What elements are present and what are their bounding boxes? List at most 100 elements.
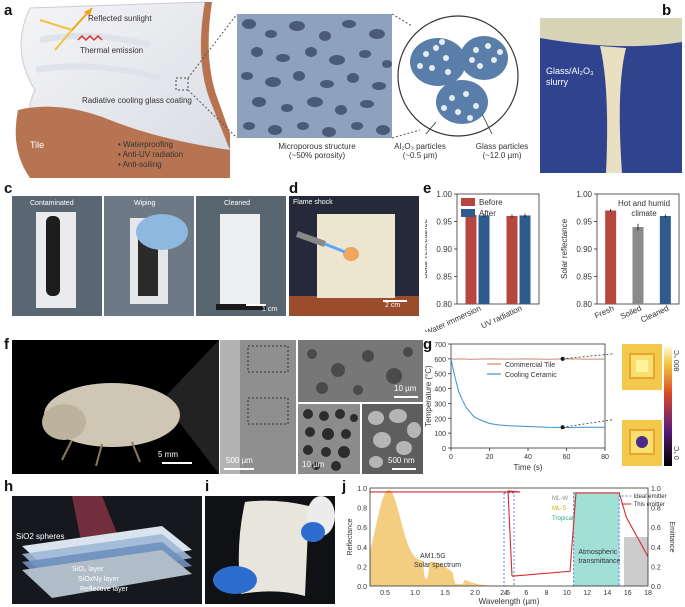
j-atmospheric-window-area <box>573 492 620 586</box>
flame-shock-label: Flame shock <box>293 199 333 206</box>
panel-letter-h: h <box>4 478 14 495</box>
j-left-ytick-label: 0.8 <box>357 506 367 513</box>
g-xlabel: Time (s) <box>513 463 542 472</box>
j-xtick-label-left: 1.0 <box>410 590 420 597</box>
microporous-label: Microporous structure (~50% porosity) <box>278 142 356 160</box>
e-right-ytick-label: 0.95 <box>576 218 592 227</box>
panel-a: Reflected sunlight Thermal emission Radi… <box>0 0 555 178</box>
al2o3-particles-label: Al₂O₃ particles (~0.5 µm) <box>394 142 446 160</box>
scale-label-f2: 500 µm <box>226 456 253 465</box>
scale-label-f4: 10 µm <box>302 460 325 469</box>
scale-bar-f1 <box>162 462 192 464</box>
e-right-title-line1: Hot and humid <box>618 199 670 208</box>
panel-f-sem-pores: 10 µm <box>298 404 360 474</box>
g-ytick-label: 700 <box>434 342 446 349</box>
e-left-ytick-label: 0.90 <box>436 245 452 254</box>
wiping-label: Wiping <box>134 200 156 207</box>
scale-bar-d <box>383 300 407 302</box>
panel-g-thermal-commercial <box>622 344 662 390</box>
e-right-ylabel: Solar reflectance <box>560 218 569 279</box>
j-gray-area <box>624 537 648 586</box>
e-left-legend-label: After <box>479 209 496 218</box>
thermal-emission-label: Thermal emission <box>80 46 144 55</box>
panel-letter-i: i <box>205 478 210 495</box>
e-right-ytick-label: 0.80 <box>576 300 592 309</box>
contaminated-label: Contaminated <box>30 200 74 207</box>
panel-letter-j: j <box>342 478 347 495</box>
scale-bar-f3 <box>394 396 418 398</box>
panel-d-flame-photo: Flame shock 2 cm <box>289 196 419 316</box>
j-right-ytick-label: 0.2 <box>651 564 661 571</box>
panel-c-cleaned-photo: Cleaned 1 cm <box>196 196 286 316</box>
e-left-bar <box>519 215 531 304</box>
panel-c-wiping-photo: Wiping <box>104 196 194 316</box>
j-legend-label-this: This emitter <box>634 502 665 508</box>
j-xtick-label-left: 2.5 <box>500 590 510 597</box>
glass-particles-label: Glass particles (~12.0 µm) <box>475 142 529 160</box>
panel-f-beetle-photo: 5 mm <box>12 340 219 474</box>
j-emitter-line <box>511 492 649 577</box>
panel-c-contaminated-photo: Contaminated <box>12 196 102 316</box>
j-left-ytick-label: 1.0 <box>357 486 367 493</box>
g-ytick-label: 600 <box>434 357 446 364</box>
j-xtick-label-right: 16 <box>624 590 632 597</box>
j-left-ytick-label: 0.4 <box>357 545 367 552</box>
j-right-ytick-label: 0.6 <box>651 525 661 532</box>
j-right-ytick-label: 0.0 <box>651 584 661 591</box>
j-xtick-label-right: 18 <box>644 590 652 597</box>
j-xtick-label-right: 10 <box>563 590 571 597</box>
e-left-bar <box>478 215 490 304</box>
e-left-ytick-label: 1.00 <box>436 190 452 199</box>
g-xtick-label: 20 <box>486 454 494 461</box>
e-left-legend-label: Before <box>479 198 503 207</box>
j-mls-label: ML-S <box>552 506 566 512</box>
g-ytick-label: 100 <box>434 431 446 438</box>
layer-label-sio2: SiO₂ layer <box>72 566 104 573</box>
panel-f-sem-top: 10 µm <box>298 340 423 402</box>
g-ytick-label: 500 <box>434 372 446 379</box>
scale-label-c: 1 cm <box>262 306 278 313</box>
panel-i-flexible-film-photo <box>205 496 335 604</box>
scale-bar-f5 <box>392 468 416 470</box>
g-link-commercial <box>562 353 613 360</box>
j-xtick-label-right: 6 <box>524 590 528 597</box>
j-transmittance-label: transmittance <box>578 558 620 565</box>
slurry-label: Glass/Al₂O₃ slurry <box>546 66 594 87</box>
scale-bar-f2 <box>224 468 254 470</box>
e-right-ytick-label: 0.90 <box>576 245 592 254</box>
e-left-ytick-label: 0.80 <box>436 300 452 309</box>
g-legend-label: Cooling Ceramic <box>505 372 557 379</box>
scale-label-d: 2 cm <box>385 302 401 309</box>
e-right-ytick-label: 1.00 <box>576 190 592 199</box>
j-axes-frame <box>369 487 649 587</box>
j-right-ytick-label: 0.4 <box>651 545 661 552</box>
e-left-ytick-label: 0.95 <box>436 218 452 227</box>
e-left-legend-swatch <box>461 209 475 217</box>
roof-illustration <box>15 1 230 178</box>
g-xtick-label: 40 <box>524 454 532 461</box>
e-left-category-label: Water immersion <box>425 304 482 332</box>
j-right-ytick-label: 0.8 <box>651 506 661 513</box>
g-series-line-1 <box>450 358 605 428</box>
g-ytick-label: 0 <box>442 446 446 453</box>
j-xtick-label-right: 12 <box>583 590 591 597</box>
panel-f-cross-section-sem: 500 µm <box>220 340 296 474</box>
g-xtick-label: 80 <box>601 454 609 461</box>
j-reflectance-line <box>370 490 521 577</box>
panel-letter-g: g <box>423 336 433 353</box>
panel-letter-f: f <box>4 336 9 353</box>
j-ylabel-right: Emittance <box>668 521 675 552</box>
e-left-ytick-label: 0.85 <box>436 273 452 282</box>
j-left-ytick-label: 0.6 <box>357 525 367 532</box>
g-link-cooling <box>562 419 613 428</box>
scale-label-f3: 10 µm <box>394 384 417 393</box>
scale-bar-c <box>246 304 266 306</box>
e-right-bar <box>659 216 671 304</box>
g-xtick-label: 0 <box>449 454 453 461</box>
bullet-anti-soiling: • Anti-soiling <box>118 160 162 169</box>
scale-label-f5: 500 nm <box>388 456 415 465</box>
panel-letter-d: d <box>289 180 299 197</box>
j-am15g-label: AM1.5G <box>420 553 446 560</box>
panel-letter-b: b <box>662 2 672 19</box>
j-xtick-label-right: 14 <box>604 590 612 597</box>
